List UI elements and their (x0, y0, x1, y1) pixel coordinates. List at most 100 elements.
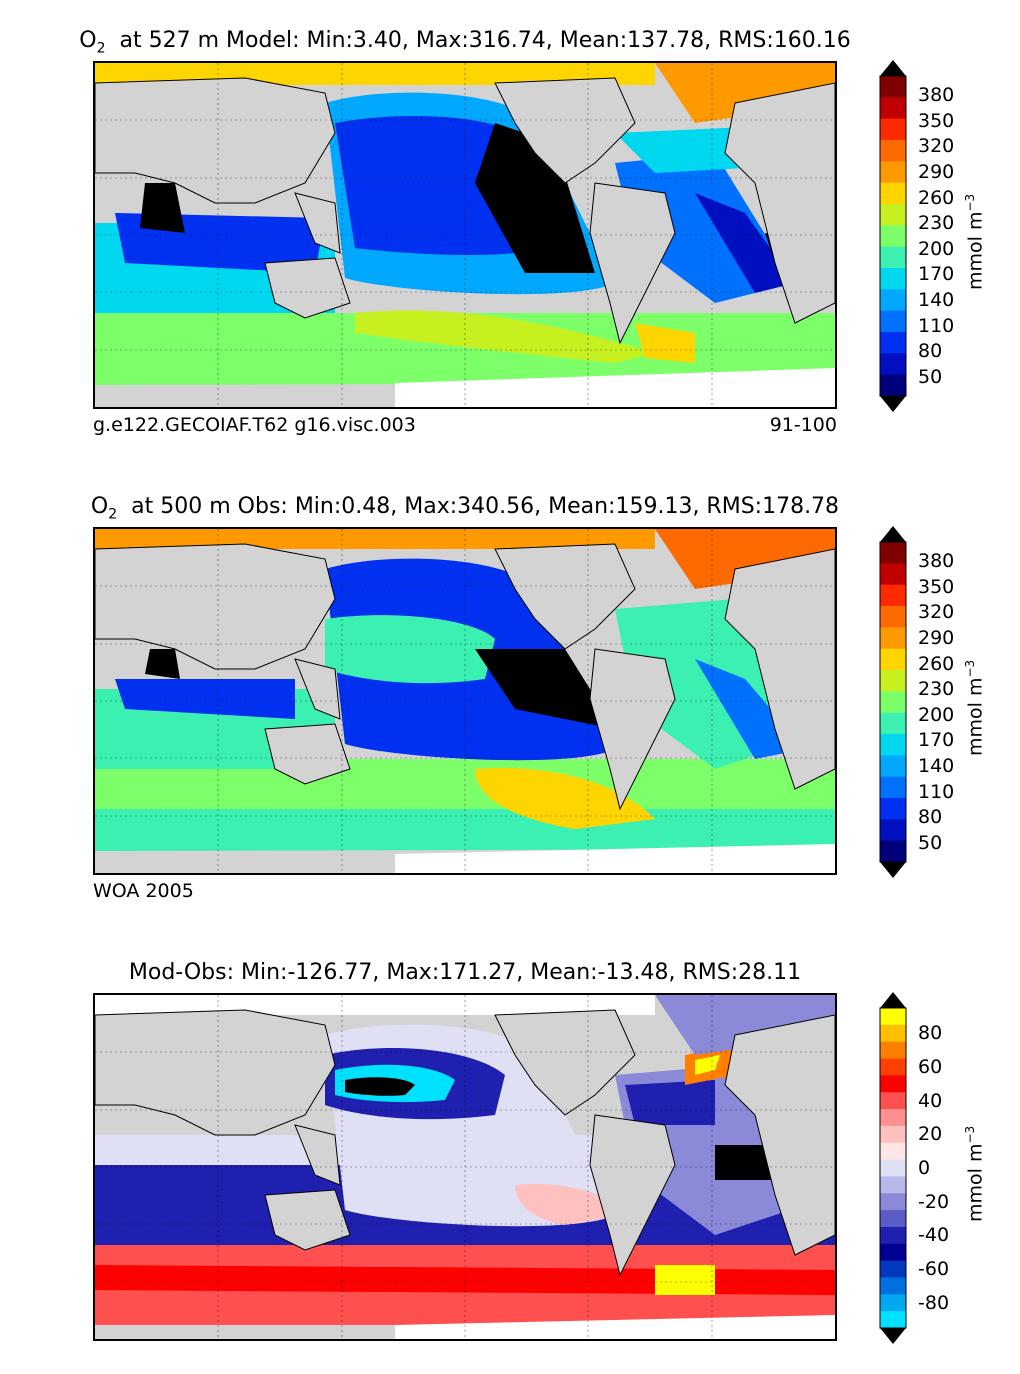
colorbar-swatch (880, 161, 906, 184)
colorbar-tick-label: -20 (918, 1190, 950, 1213)
colorbar-swatch (880, 182, 906, 205)
colorbar-tick-label: 140 (918, 755, 955, 777)
colorbar-tick-label: 380 (918, 84, 955, 107)
colorbar-tick-label: 200 (918, 703, 955, 726)
map-model-o2 (93, 61, 837, 409)
colorbar-swatch (880, 584, 906, 607)
colorbar-tick-label: 230 (918, 678, 955, 701)
colorbar-tick-label: 140 (918, 289, 955, 311)
colorbar-swatch (880, 1193, 906, 1211)
colorbar-tick-label: 110 (918, 780, 955, 803)
colorbar-model (879, 60, 910, 412)
colorbar-tick-label: -80 (918, 1291, 950, 1314)
colorbar-swatch (880, 1092, 906, 1110)
colorbar-swatch (880, 1058, 906, 1076)
colorbar-swatch (880, 1109, 906, 1127)
colorbar-tick-label: 0 (918, 1157, 931, 1179)
colorbar-tick-label: 320 (918, 135, 955, 158)
dataset-label: WOA 2005 (93, 880, 194, 902)
colorbar-swatch (880, 819, 906, 842)
colorbar-swatch (880, 353, 906, 376)
colorbar-swatch (880, 691, 906, 714)
colorbar-tick-label: -40 (918, 1224, 950, 1247)
colorbar-tick-label: 350 (918, 575, 955, 598)
colorbar-swatch (880, 542, 906, 564)
colorbar-units: mmol m−3 (963, 1125, 987, 1222)
colorbar-over-arrow (880, 526, 906, 542)
colorbar-swatch (880, 627, 906, 650)
colorbar-under-arrow (880, 1328, 906, 1344)
colorbar-tick-label: -60 (918, 1258, 950, 1281)
colorbar-swatch (880, 563, 906, 586)
colorbar-tick-label: 200 (918, 237, 955, 260)
colorbar-tick-label: 20 (918, 1123, 943, 1146)
colorbar-over-arrow (880, 992, 906, 1008)
colorbar-swatch (880, 1142, 906, 1161)
colorbar-swatch (880, 1159, 906, 1177)
colorbar-tick-label: 230 (918, 212, 955, 235)
colorbar-obs (879, 526, 910, 878)
colorbar-swatch (880, 840, 906, 863)
colorbar-tick-label: 320 (918, 601, 955, 624)
colorbar-swatch (880, 1277, 906, 1295)
colorbar-tick-label: 50 (918, 365, 943, 388)
colorbar-tick-label: 350 (918, 109, 955, 132)
colorbar-tick-label: 260 (918, 652, 955, 675)
colorbar-tick-label: 290 (918, 161, 955, 183)
colorbar-units: mmol m−3 (963, 659, 987, 756)
map-obs-o2 (93, 527, 837, 875)
case-label: g.e122.GECOIAF.T62 g16.visc.003 (93, 414, 416, 436)
colorbar-tick-label: 290 (918, 627, 955, 649)
colorbar-swatch (880, 97, 906, 120)
colorbar-swatch (880, 1008, 906, 1026)
colorbar-diff-svg (879, 992, 907, 1344)
colorbar-obs-svg (879, 526, 907, 878)
colorbar-swatch (880, 734, 906, 756)
colorbar-swatch (880, 1041, 906, 1060)
panel-title: O2 at 527 m Model: Min:3.40, Max:316.74,… (79, 28, 851, 57)
colorbar-over-arrow (880, 60, 906, 76)
colorbar-model-svg (879, 60, 907, 412)
colorbar-tick-label: 170 (918, 729, 955, 752)
colorbar-swatch (880, 332, 906, 354)
colorbar-tick-label: 380 (918, 550, 955, 573)
colorbar-swatch (880, 204, 906, 226)
colorbar-swatch (880, 118, 906, 141)
colorbar-swatch (880, 1176, 906, 1194)
colorbar-swatch (880, 1024, 906, 1043)
colorbar-swatch (880, 1125, 906, 1144)
colorbar-swatch (880, 76, 906, 98)
map-model-minus-obs (93, 993, 837, 1341)
colorbar-under-arrow (880, 396, 906, 412)
colorbar-swatch (880, 1210, 906, 1228)
colorbar-swatch (880, 374, 906, 397)
colorbar-swatch (880, 1294, 906, 1312)
colorbar-swatch (880, 648, 906, 671)
colorbar-swatch (880, 776, 906, 799)
colorbar-under-arrow (880, 862, 906, 878)
colorbar-swatch (880, 1226, 906, 1245)
colorbar-swatch (880, 289, 906, 312)
colorbar-tick-label: 80 (918, 340, 943, 363)
colorbar-swatch (880, 1311, 906, 1329)
colorbar-swatch (880, 246, 906, 269)
period-label: 91-100 (769, 414, 837, 436)
colorbar-swatch (880, 268, 906, 290)
colorbar-tick-label: 40 (918, 1089, 943, 1112)
colorbar-swatch (880, 606, 906, 628)
colorbar-swatch (880, 225, 906, 248)
colorbar-tick-label: 60 (918, 1055, 943, 1078)
colorbar-tick-label: 260 (918, 186, 955, 209)
colorbar-swatch (880, 755, 906, 778)
colorbar-swatch (880, 712, 906, 735)
colorbar-tick-label: 170 (918, 263, 955, 286)
panel-diff: Mod-Obs: Min:-126.77, Max:171.27, Mean:-… (0, 932, 1020, 1372)
colorbar-swatch (880, 1243, 906, 1262)
colorbar-swatch (880, 1075, 906, 1093)
colorbar-swatch (880, 310, 906, 333)
colorbar-swatch (880, 670, 906, 692)
panel-title: Mod-Obs: Min:-126.77, Max:171.27, Mean:-… (128, 960, 802, 985)
colorbar-swatch (880, 140, 906, 162)
colorbar-tick-label: 80 (918, 1022, 943, 1045)
colorbar-swatch (880, 798, 906, 820)
